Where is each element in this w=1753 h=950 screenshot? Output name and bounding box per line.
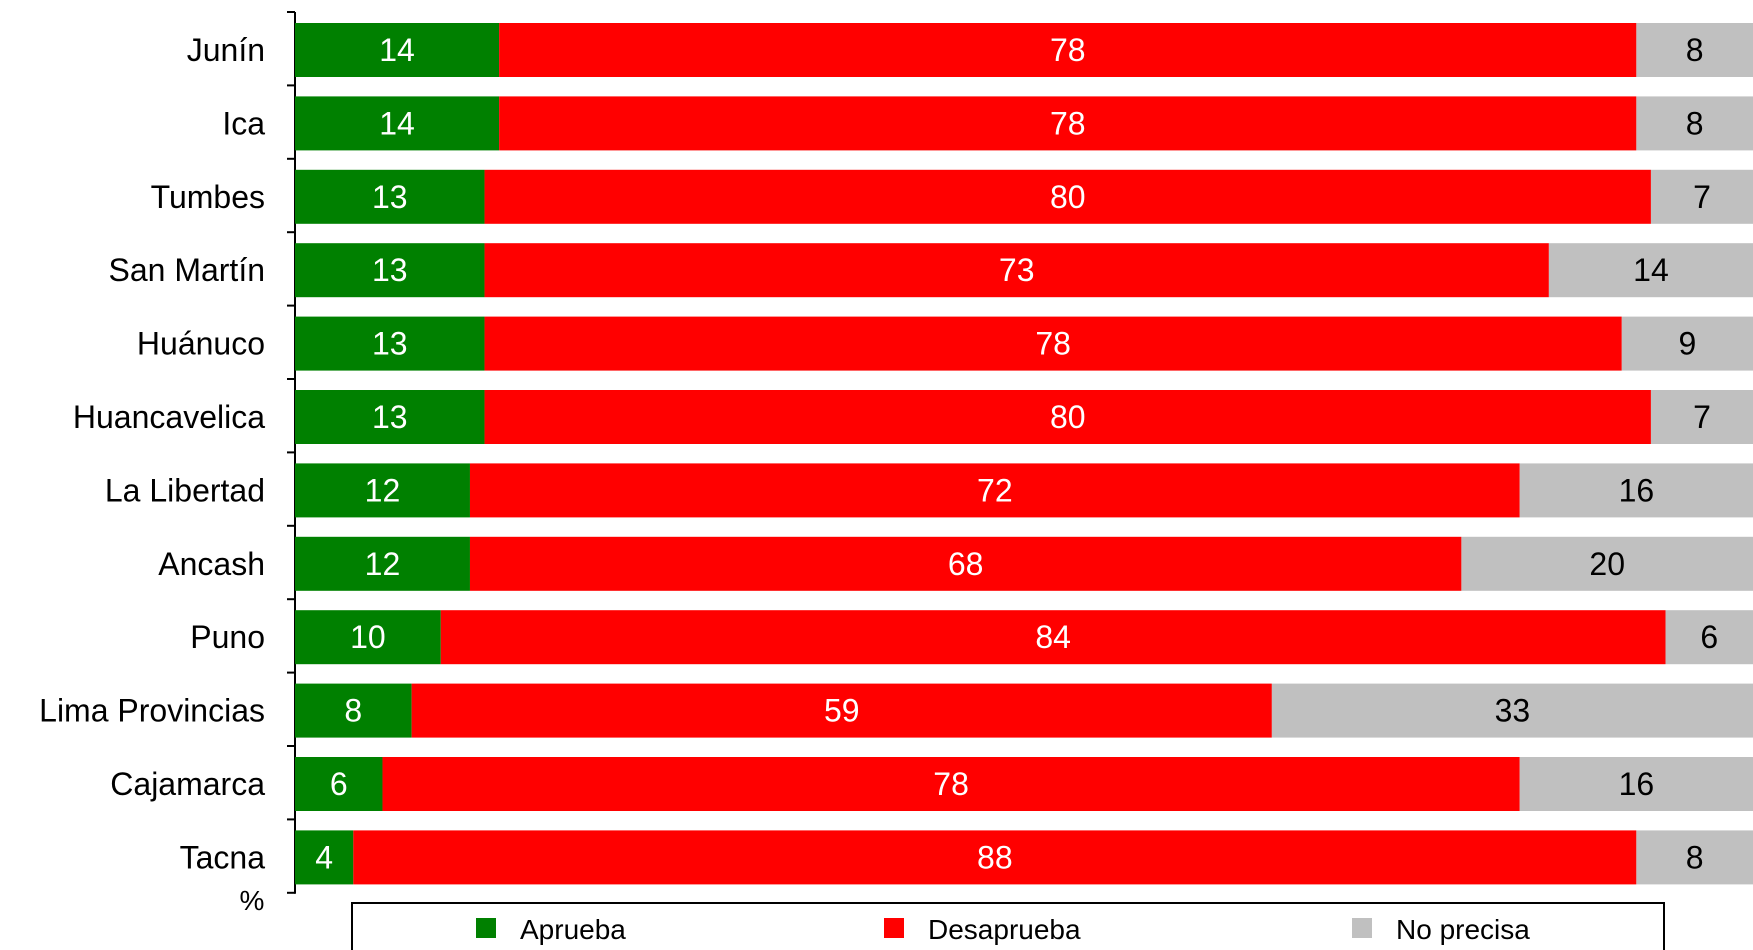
bar-segment: [484, 390, 1651, 444]
category-label: Lima Provincias: [39, 693, 265, 729]
data-label: 73: [999, 252, 1035, 288]
data-label: 14: [379, 32, 415, 68]
bar-segment: [295, 536, 470, 591]
bar-segment: [1621, 316, 1753, 371]
data-label: 13: [372, 326, 408, 362]
legend: Aprueba Desaprueba No precisa: [351, 902, 1665, 950]
bar-segment: [1519, 463, 1753, 518]
bar-segment: [1665, 610, 1753, 665]
bar-segment: [382, 757, 1520, 811]
bar-segment: [295, 23, 500, 77]
bar-segment: [440, 610, 1666, 665]
data-label: 80: [1050, 179, 1086, 215]
bar-segment: [1461, 536, 1753, 591]
bar-segment: [295, 683, 412, 738]
data-label: 88: [977, 839, 1013, 875]
data-label: 6: [330, 766, 348, 802]
legend-swatch: [1352, 918, 1372, 938]
data-label: 8: [1686, 839, 1704, 875]
bar-segment: [499, 96, 1637, 151]
unit-label: %: [240, 885, 265, 916]
bar-segment: [295, 390, 485, 444]
bar-segment: [1519, 757, 1753, 811]
category-label: Junín: [187, 32, 265, 68]
data-label: 13: [372, 252, 408, 288]
data-label: 78: [1035, 326, 1071, 362]
data-label: 16: [1619, 766, 1655, 802]
bar-segment: [295, 610, 441, 665]
bar-segment: [295, 463, 470, 518]
data-label: 20: [1589, 546, 1625, 582]
data-label: 13: [372, 399, 408, 435]
category-label: Cajamarca: [110, 766, 265, 802]
bar-segment: [484, 169, 1651, 224]
bar-segment: [1650, 390, 1753, 444]
legend-box: [351, 902, 1665, 950]
category-labels: Junín Ica Tumbes San Martín Huánuco Huancavel…: [39, 32, 265, 875]
bar-segment: [295, 96, 500, 151]
bar-segment: [411, 683, 1272, 738]
category-label: Huancavelica: [73, 399, 265, 435]
data-label: 7: [1693, 399, 1711, 435]
data-label: 8: [1686, 32, 1704, 68]
bar-segment: [499, 23, 1637, 77]
data-label: 84: [1035, 619, 1071, 655]
y-axis: [287, 11, 296, 894]
data-label: 4: [315, 839, 333, 875]
bar-segment: [469, 536, 1462, 591]
category-label: La Libertad: [105, 472, 265, 508]
data-label: 78: [1050, 32, 1086, 68]
bar-segment: [295, 830, 354, 885]
data-label: 14: [379, 105, 415, 141]
legend-label: Desaprueba: [928, 914, 1081, 945]
category-label: Puno: [190, 619, 265, 655]
bar-segment: [295, 243, 485, 298]
legend-label: Aprueba: [520, 914, 626, 945]
bar-segment: [484, 316, 1622, 371]
bar-segment: [295, 169, 485, 224]
data-label: 7: [1693, 179, 1711, 215]
legend-swatch: [884, 918, 904, 938]
data-label: 12: [365, 546, 401, 582]
data-label: 72: [977, 472, 1013, 508]
category-label: Ancash: [158, 546, 265, 582]
bar-segment: [1636, 23, 1753, 77]
data-label: 6: [1700, 619, 1718, 655]
data-label: 10: [350, 619, 386, 655]
data-label: 33: [1495, 693, 1531, 729]
category-label: Tacna: [180, 839, 266, 875]
data-label: 59: [824, 693, 860, 729]
data-label: 68: [948, 546, 984, 582]
legend-swatch: [476, 918, 496, 938]
bar-segment: [295, 757, 383, 811]
category-label: San Martín: [108, 252, 265, 288]
bar-segment: [1271, 683, 1753, 738]
data-label: 8: [1686, 105, 1704, 141]
bar-segment: [1636, 830, 1753, 885]
category-label: Ica: [222, 105, 265, 141]
data-label: 78: [933, 766, 969, 802]
legend-label: No precisa: [1396, 914, 1530, 945]
data-label: 13: [372, 179, 408, 215]
bars-group: 14 78 8 14 78 8 13 80 7 13 73 14 13 78 9 13 80 7 12 72 16 12 6…: [295, 23, 1753, 885]
bar-segment: [1636, 96, 1753, 151]
data-label: 16: [1619, 472, 1655, 508]
category-label: Tumbes: [151, 179, 265, 215]
bar-segment: [484, 243, 1549, 298]
bar-segment: [353, 830, 1637, 885]
data-label: 78: [1050, 105, 1086, 141]
data-label: 9: [1678, 326, 1696, 362]
bar-segment: [1548, 243, 1753, 298]
bar-segment: [469, 463, 1520, 518]
data-label: 8: [344, 693, 362, 729]
category-label: Huánuco: [137, 326, 265, 362]
data-label: 14: [1633, 252, 1669, 288]
data-label: 80: [1050, 399, 1086, 435]
bar-segment: [1650, 169, 1753, 224]
bar-segment: [295, 316, 485, 371]
data-label: 12: [365, 472, 401, 508]
